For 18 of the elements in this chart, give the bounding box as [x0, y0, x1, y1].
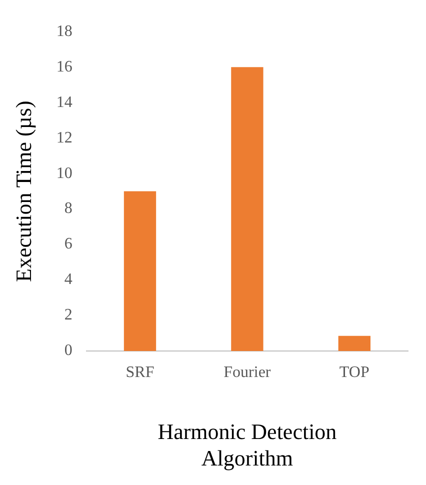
bar	[124, 191, 156, 351]
x-tick-label: SRF	[126, 364, 154, 381]
x-axis-title: Harmonic Detection Algorithm	[158, 419, 337, 471]
x-tick-label: Fourier	[224, 364, 272, 381]
y-tick-label: 0	[64, 342, 72, 360]
y-axis-title: Execution Time (µs)	[10, 100, 36, 282]
y-tick-label: 10	[56, 164, 72, 182]
y-tick-label: 16	[56, 58, 72, 76]
y-tick-label: 2	[64, 306, 72, 324]
y-tick-label: 12	[56, 129, 72, 146]
y-tick-label: 6	[64, 236, 72, 253]
y-tick-label: 4	[64, 271, 72, 288]
y-tick-label: 14	[56, 94, 72, 111]
y-tick-label: 8	[64, 200, 72, 218]
x-tick-label: TOP	[339, 364, 370, 381]
bar	[338, 336, 370, 351]
y-tick-label: 18	[56, 22, 72, 40]
bar	[231, 67, 264, 351]
